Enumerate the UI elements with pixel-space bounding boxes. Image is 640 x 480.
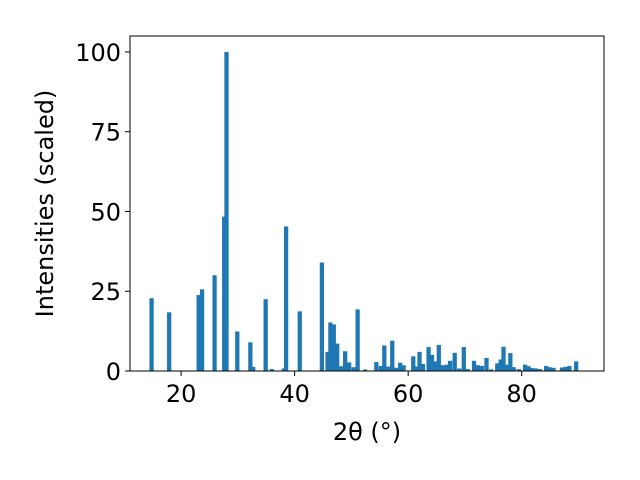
plot-frame (129, 35, 605, 372)
bar-41 (436, 344, 441, 371)
y-tick-label: 0 (106, 358, 121, 386)
bar-52 (484, 357, 489, 371)
bar-63 (530, 368, 535, 371)
y-tick-label: 50 (90, 198, 121, 226)
bar-55 (498, 359, 503, 371)
bar-1 (167, 312, 172, 371)
bar-10 (263, 299, 268, 371)
bar-71 (567, 365, 572, 371)
bar-40 (433, 361, 438, 371)
bar-30 (390, 340, 395, 371)
bar-2 (196, 295, 201, 371)
bar-15 (319, 262, 324, 371)
bar-26 (374, 362, 379, 371)
bar-67 (547, 367, 552, 371)
bar-7 (235, 331, 240, 371)
bar-66 (543, 365, 549, 371)
bar-50 (475, 365, 481, 371)
bar-32 (398, 362, 403, 371)
bar-29 (386, 366, 391, 371)
bar-23 (351, 367, 356, 371)
bar-27 (378, 365, 384, 371)
bar-13 (283, 226, 289, 371)
bar-6 (224, 51, 229, 371)
x-tick-label: 20 (166, 380, 197, 408)
bar-60 (516, 369, 521, 371)
bar-38 (426, 347, 431, 371)
y-tick-label: 75 (90, 119, 121, 147)
bar-46 (457, 368, 462, 371)
bar-14 (297, 311, 302, 371)
bar-20 (339, 366, 344, 371)
bar-62 (526, 366, 531, 371)
y-tick-label: 100 (75, 39, 121, 67)
bar-22 (346, 362, 352, 371)
bar-24 (355, 309, 360, 371)
bar-12 (281, 368, 286, 371)
bar-48 (465, 369, 470, 371)
bar-16 (325, 351, 330, 371)
bar-45 (452, 352, 457, 371)
bar-68 (551, 367, 556, 371)
bar-47 (461, 347, 466, 371)
bar-18 (331, 324, 336, 371)
bar-69 (559, 367, 565, 371)
bar-43 (444, 364, 449, 371)
y-tick-label: 25 (90, 278, 121, 306)
bar-4 (212, 275, 217, 371)
bar-21 (343, 351, 348, 371)
bar-65 (537, 369, 542, 371)
bar-57 (504, 364, 510, 371)
bars-group (149, 51, 579, 371)
bar-35 (414, 366, 419, 371)
bar-49 (471, 360, 477, 371)
bar-3 (199, 289, 205, 371)
bar-51 (479, 365, 485, 371)
bar-53 (488, 369, 494, 371)
bar-8 (248, 342, 253, 371)
bar-54 (495, 363, 500, 371)
bar-58 (508, 353, 513, 371)
bar-64 (533, 368, 539, 371)
bar-39 (429, 355, 435, 371)
bar-9 (251, 366, 256, 371)
x-ticks: 20 40 60 80 (166, 371, 537, 408)
x-tick-label: 80 (506, 380, 537, 408)
x-tick-label: 40 (279, 380, 310, 408)
bar-42 (440, 365, 445, 371)
bar-19 (335, 343, 340, 371)
bar-59 (511, 367, 516, 371)
bar-5 (222, 216, 227, 371)
bar-31 (394, 367, 399, 371)
bar-37 (420, 363, 426, 371)
bar-28 (382, 345, 387, 371)
bar-0 (149, 298, 154, 371)
bar-72 (574, 361, 579, 371)
y-axis-label: Intensities (scaled) (31, 90, 59, 318)
x-axis-label: 2θ (°) (333, 418, 401, 446)
bar-25 (362, 369, 368, 371)
bar-56 (501, 346, 506, 371)
bar-11 (269, 369, 275, 371)
bar-33 (401, 365, 406, 371)
bar-34 (411, 356, 416, 371)
bar-70 (563, 366, 568, 371)
x-tick-label: 60 (393, 380, 424, 408)
bar-36 (417, 351, 422, 371)
bar-61 (522, 364, 528, 371)
y-ticks: 0 25 50 75 100 (75, 39, 130, 386)
bar-17 (328, 322, 333, 371)
bar-44 (448, 360, 453, 371)
